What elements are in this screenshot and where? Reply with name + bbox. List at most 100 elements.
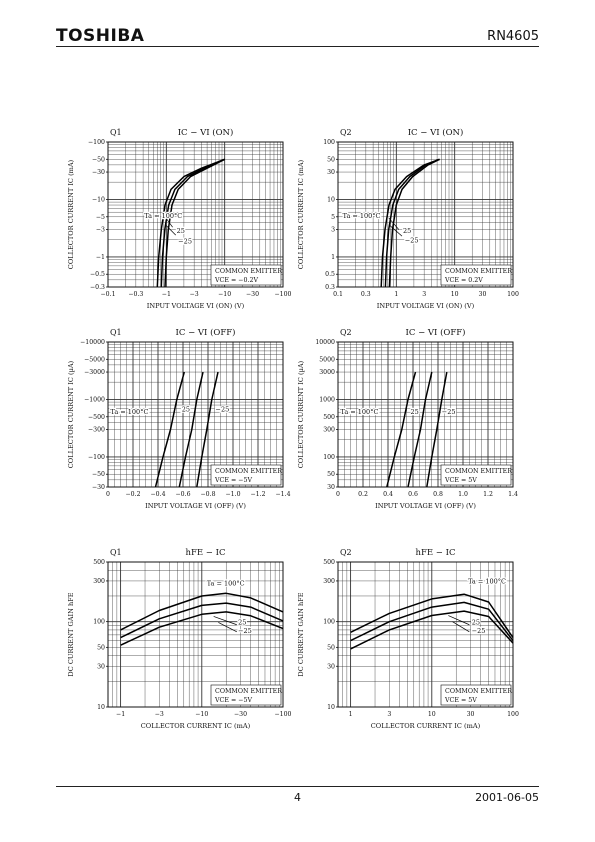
x-tick-label: −100 [275, 711, 292, 718]
chart-q2-ic-vi-off: 0 0.2 0.4 0.6 0.8 1.0 1.2 1.4 30 50 100 300 500 1000 3… [297, 327, 518, 510]
y-tick-label: 30 [327, 484, 335, 491]
series-label: Ta = 100°C [468, 577, 506, 585]
series-line [426, 371, 448, 488]
series-line [384, 158, 440, 288]
series-label: −25 [238, 627, 252, 635]
x-tick-label: 1.0 [458, 491, 468, 498]
label-pointer [218, 622, 237, 633]
series-label: Ta = 100°C [207, 580, 245, 588]
y-axis-label: COLLECTOR CURRENT IC (mA) [297, 159, 305, 269]
series-line [388, 158, 440, 288]
y-tick-label: 10 [327, 704, 335, 711]
grid [107, 141, 284, 288]
x-tick-label: 0.8 [433, 491, 443, 498]
y-tick-label: −10000 [80, 339, 105, 346]
x-tick-label: −30 [246, 291, 259, 298]
y-tick-label: −50 [92, 156, 105, 163]
y-tick-label: −300 [88, 427, 105, 434]
conditions-line: VCE = 5V [444, 477, 477, 484]
y-tick-label: 300 [323, 427, 335, 434]
conditions-line: VCE = −5V [214, 477, 253, 484]
panel-label: Q2 [340, 548, 352, 557]
x-tick-label: 100 [507, 291, 519, 298]
y-tick-label: 300 [93, 578, 105, 585]
x-tick-label: 1 [349, 711, 353, 718]
footer-rule [56, 786, 539, 787]
y-axis-label: COLLECTOR CURRENT IC (mA) [67, 159, 75, 269]
label-pointer [166, 225, 176, 236]
panel-label: Q2 [340, 328, 352, 337]
y-tick-label: −10 [92, 196, 105, 203]
y-tick-label: 5 [331, 214, 335, 221]
conditions-line: VCE = −5V [214, 697, 253, 704]
y-tick-label: 5000 [319, 356, 335, 363]
y-tick-label: −0.3 [90, 284, 105, 291]
y-tick-label: 300 [323, 578, 335, 585]
y-tick-label: 0.3 [325, 284, 335, 291]
conditions-line: COMMON EMITTER [215, 268, 282, 275]
panel-label: Q1 [110, 328, 122, 337]
x-tick-label: 100 [507, 711, 519, 718]
conditions-line: VCE = 0.2V [444, 277, 483, 284]
chart-q1-ic-vi-on: −0.1 −0.3 −1 −3 −10 −30 −100−0.3−0.5−1−3−5−10−… [67, 127, 292, 310]
x-tick-label: 3 [422, 291, 426, 298]
x-tick-label: −3 [155, 711, 164, 718]
plot-frame [107, 561, 284, 708]
conditions-box [440, 464, 512, 486]
y-tick-label: 50 [327, 471, 335, 478]
series-label: 25 [403, 227, 411, 235]
y-tick-label: 50 [97, 644, 105, 651]
conditions-line: COMMON EMITTER [445, 688, 512, 695]
y-tick-label: −30 [92, 484, 105, 491]
series-label: Ta = 100°C [111, 408, 149, 416]
x-tick-label: 10 [428, 711, 436, 718]
x-tick-label: −1.0 [225, 491, 240, 498]
x-tick-label: 0 [106, 491, 110, 498]
y-tick-label: −0.5 [90, 271, 105, 278]
x-tick-label: 1.4 [508, 491, 518, 498]
y-tick-label: 30 [97, 663, 105, 670]
panel-label: Q1 [110, 128, 122, 137]
y-tick-label: −50 [92, 471, 105, 478]
y-tick-label: −3 [96, 227, 105, 234]
y-tick-label: −30 [92, 169, 105, 176]
header-rule [56, 46, 539, 47]
conditions-box [440, 264, 512, 286]
series-label: −25 [472, 627, 486, 635]
y-tick-label: −100 [88, 454, 105, 461]
x-tick-label: −0.2 [125, 491, 140, 498]
x-tick-label: −1 [116, 711, 125, 718]
panel-label: Q1 [110, 548, 122, 557]
brand-logo: TOSHIBA [56, 26, 145, 46]
series-label: Ta = 100°C [144, 212, 182, 220]
conditions-line: VCE = 5V [444, 697, 477, 704]
label-pointer [388, 217, 400, 230]
chart-q1-ic-vi-off: 0 −0.2 −0.4 −0.6 −0.8 −1.0 −1.2 −1.4 −30 −50 −100 −… [67, 327, 291, 510]
y-axis-label: COLLECTOR CURRENT IC (µA) [67, 360, 75, 468]
series-line [120, 592, 284, 631]
x-tick-label: −0.6 [175, 491, 190, 498]
x-tick-label: −0.4 [150, 491, 165, 498]
x-tick-label: −0.8 [200, 491, 215, 498]
x-tick-label: 0.4 [383, 491, 393, 498]
x-tick-label: −0.3 [128, 291, 143, 298]
x-axis-label: COLLECTOR CURRENT IC (mA) [371, 722, 481, 730]
y-axis-label: DC CURRENT GAIN hFE [297, 592, 305, 676]
x-tick-label: 1 [394, 291, 398, 298]
series-line [386, 371, 417, 488]
conditions-line: COMMON EMITTER [445, 468, 512, 475]
series-label: −25 [405, 236, 419, 244]
label-pointer [452, 621, 470, 633]
x-tick-label: 0 [336, 491, 340, 498]
series-line [156, 158, 225, 288]
series-line [350, 601, 514, 642]
y-tick-label: 100 [323, 454, 335, 461]
y-tick-label: 100 [323, 619, 335, 626]
conditions-line: COMMON EMITTER [445, 268, 512, 275]
chart-title: IC − VI (ON) [178, 127, 234, 138]
series-line [160, 158, 226, 288]
plot-frame [107, 141, 284, 288]
y-tick-label: 500 [323, 559, 335, 566]
series-label: 25 [238, 619, 246, 627]
x-tick-label: −0.1 [100, 291, 115, 298]
